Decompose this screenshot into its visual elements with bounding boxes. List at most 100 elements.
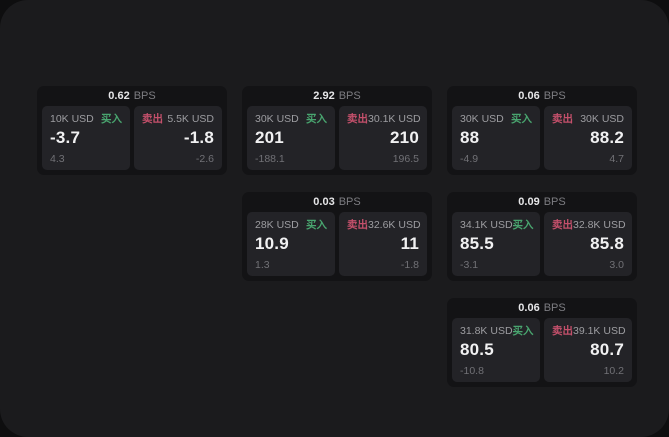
quote-card[interactable]: 0.06 BPS 30K USD 买入 88 -4.9 卖出 30K USD 8… [447,86,637,175]
quote-card[interactable]: 0.03 BPS 28K USD 买入 10.9 1.3 卖出 32.6K US… [242,192,432,281]
sell-badge: 卖出 [347,113,368,125]
sell-panel[interactable]: 卖出 5.5K USD -1.8 -2.6 [134,106,222,170]
quote-panels: 10K USD 买入 -3.7 4.3 卖出 5.5K USD -1.8 -2.… [42,106,222,170]
quote-panels: 28K USD 买入 10.9 1.3 卖出 32.6K USD 11 -1.8 [247,212,427,276]
buy-price: 10.9 [255,233,289,253]
sell-panel[interactable]: 卖出 30.1K USD 210 196.5 [339,106,427,170]
sell-sub-value: 196.5 [392,152,419,165]
buy-panel-top: 34.1K USD 买入 [460,219,534,231]
buy-price: 201 [255,127,284,147]
sell-panel[interactable]: 卖出 32.8K USD 85.8 3.0 [544,212,632,276]
buy-panel[interactable]: 34.1K USD 买入 85.5 -3.1 [452,212,540,276]
buy-panel[interactable]: 30K USD 买入 88 -4.9 [452,106,540,170]
sell-panel[interactable]: 卖出 30K USD 88.2 4.7 [544,106,632,170]
card-header: 0.03 BPS [247,192,427,212]
sell-badge: 卖出 [552,113,573,125]
sell-sub-value: -1.8 [400,258,419,271]
bps-value: 0.09 [518,195,540,208]
card-header: 0.06 BPS [452,298,632,318]
quote-card[interactable]: 0.09 BPS 34.1K USD 买入 85.5 -3.1 卖出 32.8K… [447,192,637,281]
sell-price: 85.8 [590,233,624,253]
buy-sub-value: -4.9 [460,152,479,165]
sell-price: 11 [400,233,419,253]
sell-badge: 卖出 [347,219,368,231]
buy-amount: 31.8K USD [460,325,513,337]
sell-badge: 卖出 [552,219,573,231]
bps-value: 0.62 [108,89,130,102]
buy-panel[interactable]: 30K USD 买入 201 -188.1 [247,106,335,170]
buy-panel[interactable]: 28K USD 买入 10.9 1.3 [247,212,335,276]
buy-panel-top: 31.8K USD 买入 [460,325,534,337]
buy-badge: 买入 [512,325,534,337]
bps-suffix-label: BPS [543,301,566,314]
sell-amount: 5.5K USD [167,113,214,125]
buy-amount: 30K USD [255,113,299,125]
quote-panels: 30K USD 买入 201 -188.1 卖出 30.1K USD 210 1… [247,106,427,170]
buy-amount: 10K USD [50,113,94,125]
buy-panel-top: 30K USD 买入 [255,114,327,125]
buy-badge: 买入 [306,113,327,125]
sell-panel[interactable]: 卖出 39.1K USD 80.7 10.2 [544,318,632,382]
sell-panel-top: 卖出 39.1K USD [552,325,626,337]
sell-panel-top: 卖出 30.1K USD [347,113,421,125]
card-header: 0.62 BPS [42,86,222,106]
buy-price: 85.5 [460,233,494,253]
buy-badge: 买入 [511,113,532,125]
sell-panel-top: 卖出 32.8K USD [552,219,626,231]
sell-sub-value: 3.0 [609,258,624,271]
buy-sub-value: 1.3 [255,258,270,271]
bps-suffix-label: BPS [133,89,156,102]
sell-panel-top: 卖出 30K USD [552,114,624,125]
bps-value: 0.03 [313,195,335,208]
sell-sub-value: 10.2 [603,364,624,377]
sell-badge: 卖出 [142,113,163,125]
card-header: 0.06 BPS [452,86,632,106]
sell-amount: 32.8K USD [573,219,626,231]
quote-panels: 30K USD 买入 88 -4.9 卖出 30K USD 88.2 4.7 [452,106,632,170]
sell-sub-value: 4.7 [609,152,624,165]
sell-amount: 32.6K USD [368,219,421,231]
buy-amount: 28K USD [255,219,299,231]
sell-amount: 39.1K USD [573,325,626,337]
quote-card[interactable]: 0.62 BPS 10K USD 买入 -3.7 4.3 卖出 5.5K USD… [37,86,227,175]
buy-sub-value: -188.1 [255,152,285,165]
buy-amount: 34.1K USD [460,219,513,231]
buy-sub-value: -10.8 [460,364,484,377]
bps-value: 0.06 [518,89,540,102]
bps-value: 0.06 [518,301,540,314]
sell-price: 88.2 [590,127,624,147]
bps-suffix-label: BPS [338,89,361,102]
sell-panel[interactable]: 卖出 32.6K USD 11 -1.8 [339,212,427,276]
sell-amount: 30K USD [580,113,624,125]
bps-suffix-label: BPS [543,195,566,208]
buy-price: -3.7 [50,127,81,147]
buy-panel[interactable]: 10K USD 买入 -3.7 4.3 [42,106,130,170]
quote-card[interactable]: 0.06 BPS 31.8K USD 买入 80.5 -10.8 卖出 39.1… [447,298,637,387]
buy-badge: 买入 [512,219,534,231]
buy-sub-value: -3.1 [460,258,479,271]
bps-value: 2.92 [313,89,335,102]
card-header: 2.92 BPS [247,86,427,106]
quote-card[interactable]: 2.92 BPS 30K USD 买入 201 -188.1 卖出 30.1K … [242,86,432,175]
quote-panels: 34.1K USD 买入 85.5 -3.1 卖出 32.8K USD 85.8… [452,212,632,276]
buy-panel-top: 30K USD 买入 [460,114,532,125]
buy-panel-top: 10K USD 买入 [50,114,122,125]
buy-panel[interactable]: 31.8K USD 买入 80.5 -10.8 [452,318,540,382]
bps-suffix-label: BPS [543,89,566,102]
buy-amount: 30K USD [460,113,504,125]
buy-badge: 买入 [306,219,327,231]
sell-sub-value: -2.6 [195,152,214,165]
sell-amount: 30.1K USD [368,113,421,125]
cards-grid: 0.62 BPS 10K USD 买入 -3.7 4.3 卖出 5.5K USD… [37,86,637,387]
buy-panel-top: 28K USD 买入 [255,220,327,231]
card-header: 0.09 BPS [452,192,632,212]
buy-price: 80.5 [460,339,494,359]
sell-panel-top: 卖出 32.6K USD [347,219,421,231]
buy-sub-value: 4.3 [50,152,65,165]
bps-suffix-label: BPS [338,195,361,208]
buy-price: 88 [460,127,480,147]
sell-panel-top: 卖出 5.5K USD [142,114,214,125]
sell-price: -1.8 [183,127,214,147]
buy-badge: 买入 [101,113,122,125]
